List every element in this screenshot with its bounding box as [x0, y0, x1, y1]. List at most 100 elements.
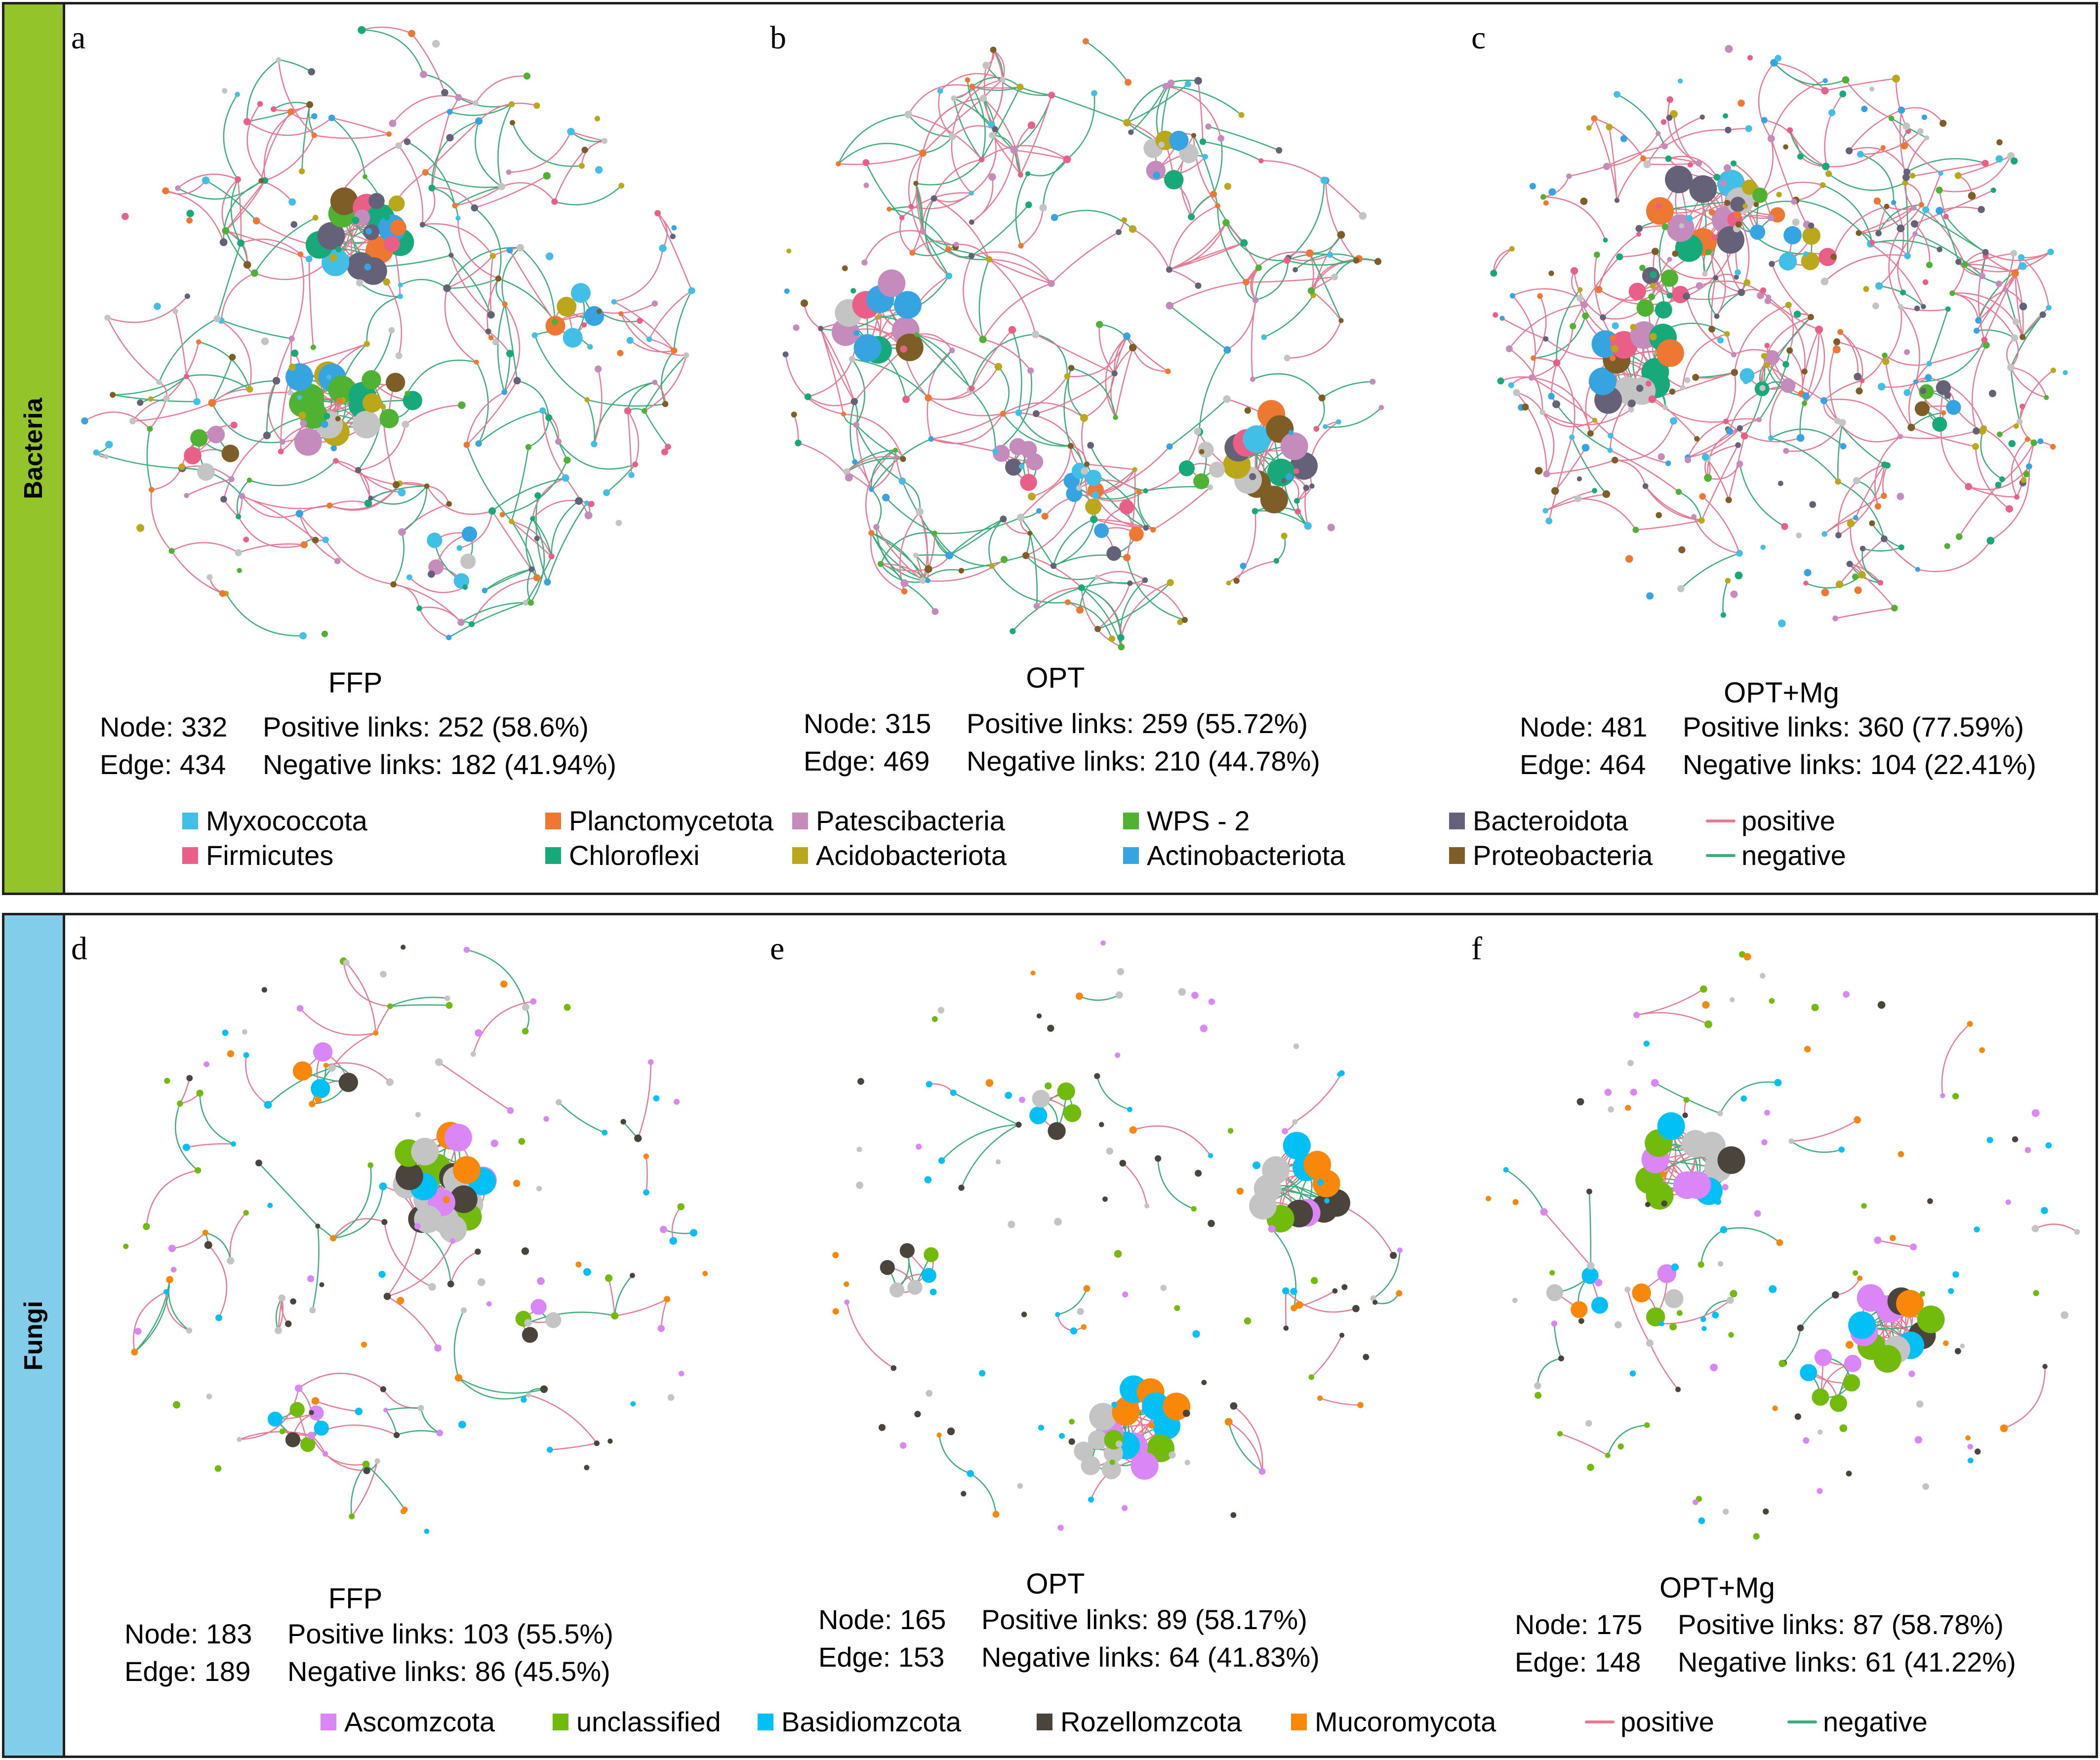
panel-e: e OPT Node: 165 Positive links: 89 (58.17… — [764, 915, 1465, 1756]
network-node — [618, 183, 625, 189]
network-node — [1927, 1198, 1933, 1204]
network-node — [899, 1243, 915, 1258]
positive-link — [1877, 1239, 1914, 1248]
legend-link-negative: negative — [1706, 839, 1846, 871]
positive-link — [1556, 362, 1575, 438]
network-node — [1353, 257, 1360, 264]
network-node — [380, 1386, 387, 1392]
network-node — [1731, 352, 1737, 358]
network-node — [556, 1099, 562, 1105]
network-node — [1949, 290, 1955, 296]
positive-link — [1990, 466, 2030, 541]
network-node — [444, 1124, 472, 1151]
bacteria-section: Bacteria a FFP Node: 332 Positive links: … — [2, 2, 2098, 895]
network-node — [659, 1226, 667, 1233]
network-node — [255, 1159, 262, 1167]
negative-links: Negative links: 104 (22.41%) — [1683, 749, 2036, 780]
network-node — [951, 95, 957, 101]
network-node — [1036, 508, 1042, 514]
legend-link-positive: positive — [1585, 1706, 1714, 1738]
positive-link — [411, 33, 445, 93]
positive-link — [1081, 587, 1123, 647]
negative-link — [365, 1464, 405, 1510]
network-node — [1243, 425, 1271, 453]
positive-link — [956, 244, 990, 260]
network-node — [196, 339, 202, 345]
network-node — [601, 138, 607, 144]
network-node — [990, 46, 997, 53]
network-node — [1338, 318, 1344, 324]
positive-link — [971, 150, 1015, 223]
positive-link — [241, 239, 301, 255]
network-node — [914, 1411, 921, 1418]
network-node — [2031, 1109, 2040, 1117]
positive-link — [1325, 180, 1357, 261]
network-node — [1010, 146, 1018, 154]
network-node — [1780, 382, 1788, 390]
negative-link — [1588, 1191, 1592, 1266]
network-node — [1710, 1363, 1718, 1372]
network-node — [196, 1090, 203, 1097]
network-node — [1661, 1200, 1667, 1207]
network-node — [1783, 448, 1789, 454]
network-node — [531, 332, 538, 338]
network-node — [1926, 261, 1933, 268]
network-node — [594, 116, 601, 122]
network-node — [1783, 226, 1802, 245]
network-node — [309, 1101, 316, 1107]
network-node — [1661, 223, 1669, 230]
network-node — [446, 134, 454, 142]
network-node — [1917, 1306, 1945, 1333]
edges — [1493, 57, 2054, 619]
network-node — [1691, 514, 1697, 520]
network-node — [1844, 1354, 1861, 1372]
network-node — [1363, 1353, 1370, 1360]
network-node — [427, 532, 443, 548]
negative-link — [502, 460, 568, 516]
positive-link — [1548, 437, 1573, 521]
network-node — [1548, 188, 1556, 196]
negative-link — [1774, 62, 1846, 85]
negative-link — [1081, 587, 1122, 648]
fungi-section: Fungi d FFP Node: 183 Positive links: 103… — [2, 913, 2098, 1758]
negative-link — [1616, 93, 1665, 147]
network-node — [2026, 463, 2032, 470]
network-node — [1199, 449, 1205, 454]
network-node — [93, 449, 100, 456]
positive-link — [1733, 349, 1786, 365]
positive-link — [989, 258, 1051, 285]
network-node — [428, 184, 436, 192]
network-node — [343, 959, 350, 966]
network-node — [900, 579, 909, 587]
positive-link — [1320, 1397, 1361, 1406]
negative-link — [1228, 1422, 1263, 1472]
network-node — [526, 1392, 531, 1397]
network-node — [333, 458, 339, 464]
positive-link — [1516, 392, 1547, 474]
network-node — [1617, 1443, 1624, 1450]
node-count: Node: 481 — [1520, 711, 1648, 742]
network-node — [1636, 232, 1641, 237]
positive-link — [1078, 480, 1139, 492]
network-node — [1665, 165, 1693, 194]
network-node — [1057, 1082, 1075, 1101]
negative-link — [1015, 173, 1029, 246]
legend-item: Myxococcota — [182, 805, 367, 837]
positive-link — [2019, 406, 2034, 444]
network-node — [1181, 616, 1188, 623]
network-node — [1162, 83, 1170, 90]
positive-link — [864, 230, 924, 263]
legend-item: WPS - 2 — [1123, 805, 1250, 837]
positive-link — [1874, 436, 1901, 507]
network-node — [1857, 151, 1864, 158]
network-node — [1837, 329, 1844, 335]
network-node — [1725, 577, 1731, 584]
negative-link — [425, 171, 502, 188]
legend-item: Bacteroidota — [1449, 805, 1628, 837]
positive-link — [660, 1299, 668, 1329]
network-node — [1660, 1171, 1667, 1178]
network-node — [1846, 561, 1853, 568]
network-node — [364, 263, 371, 271]
network-node — [1640, 155, 1647, 162]
network-node — [434, 1344, 442, 1352]
